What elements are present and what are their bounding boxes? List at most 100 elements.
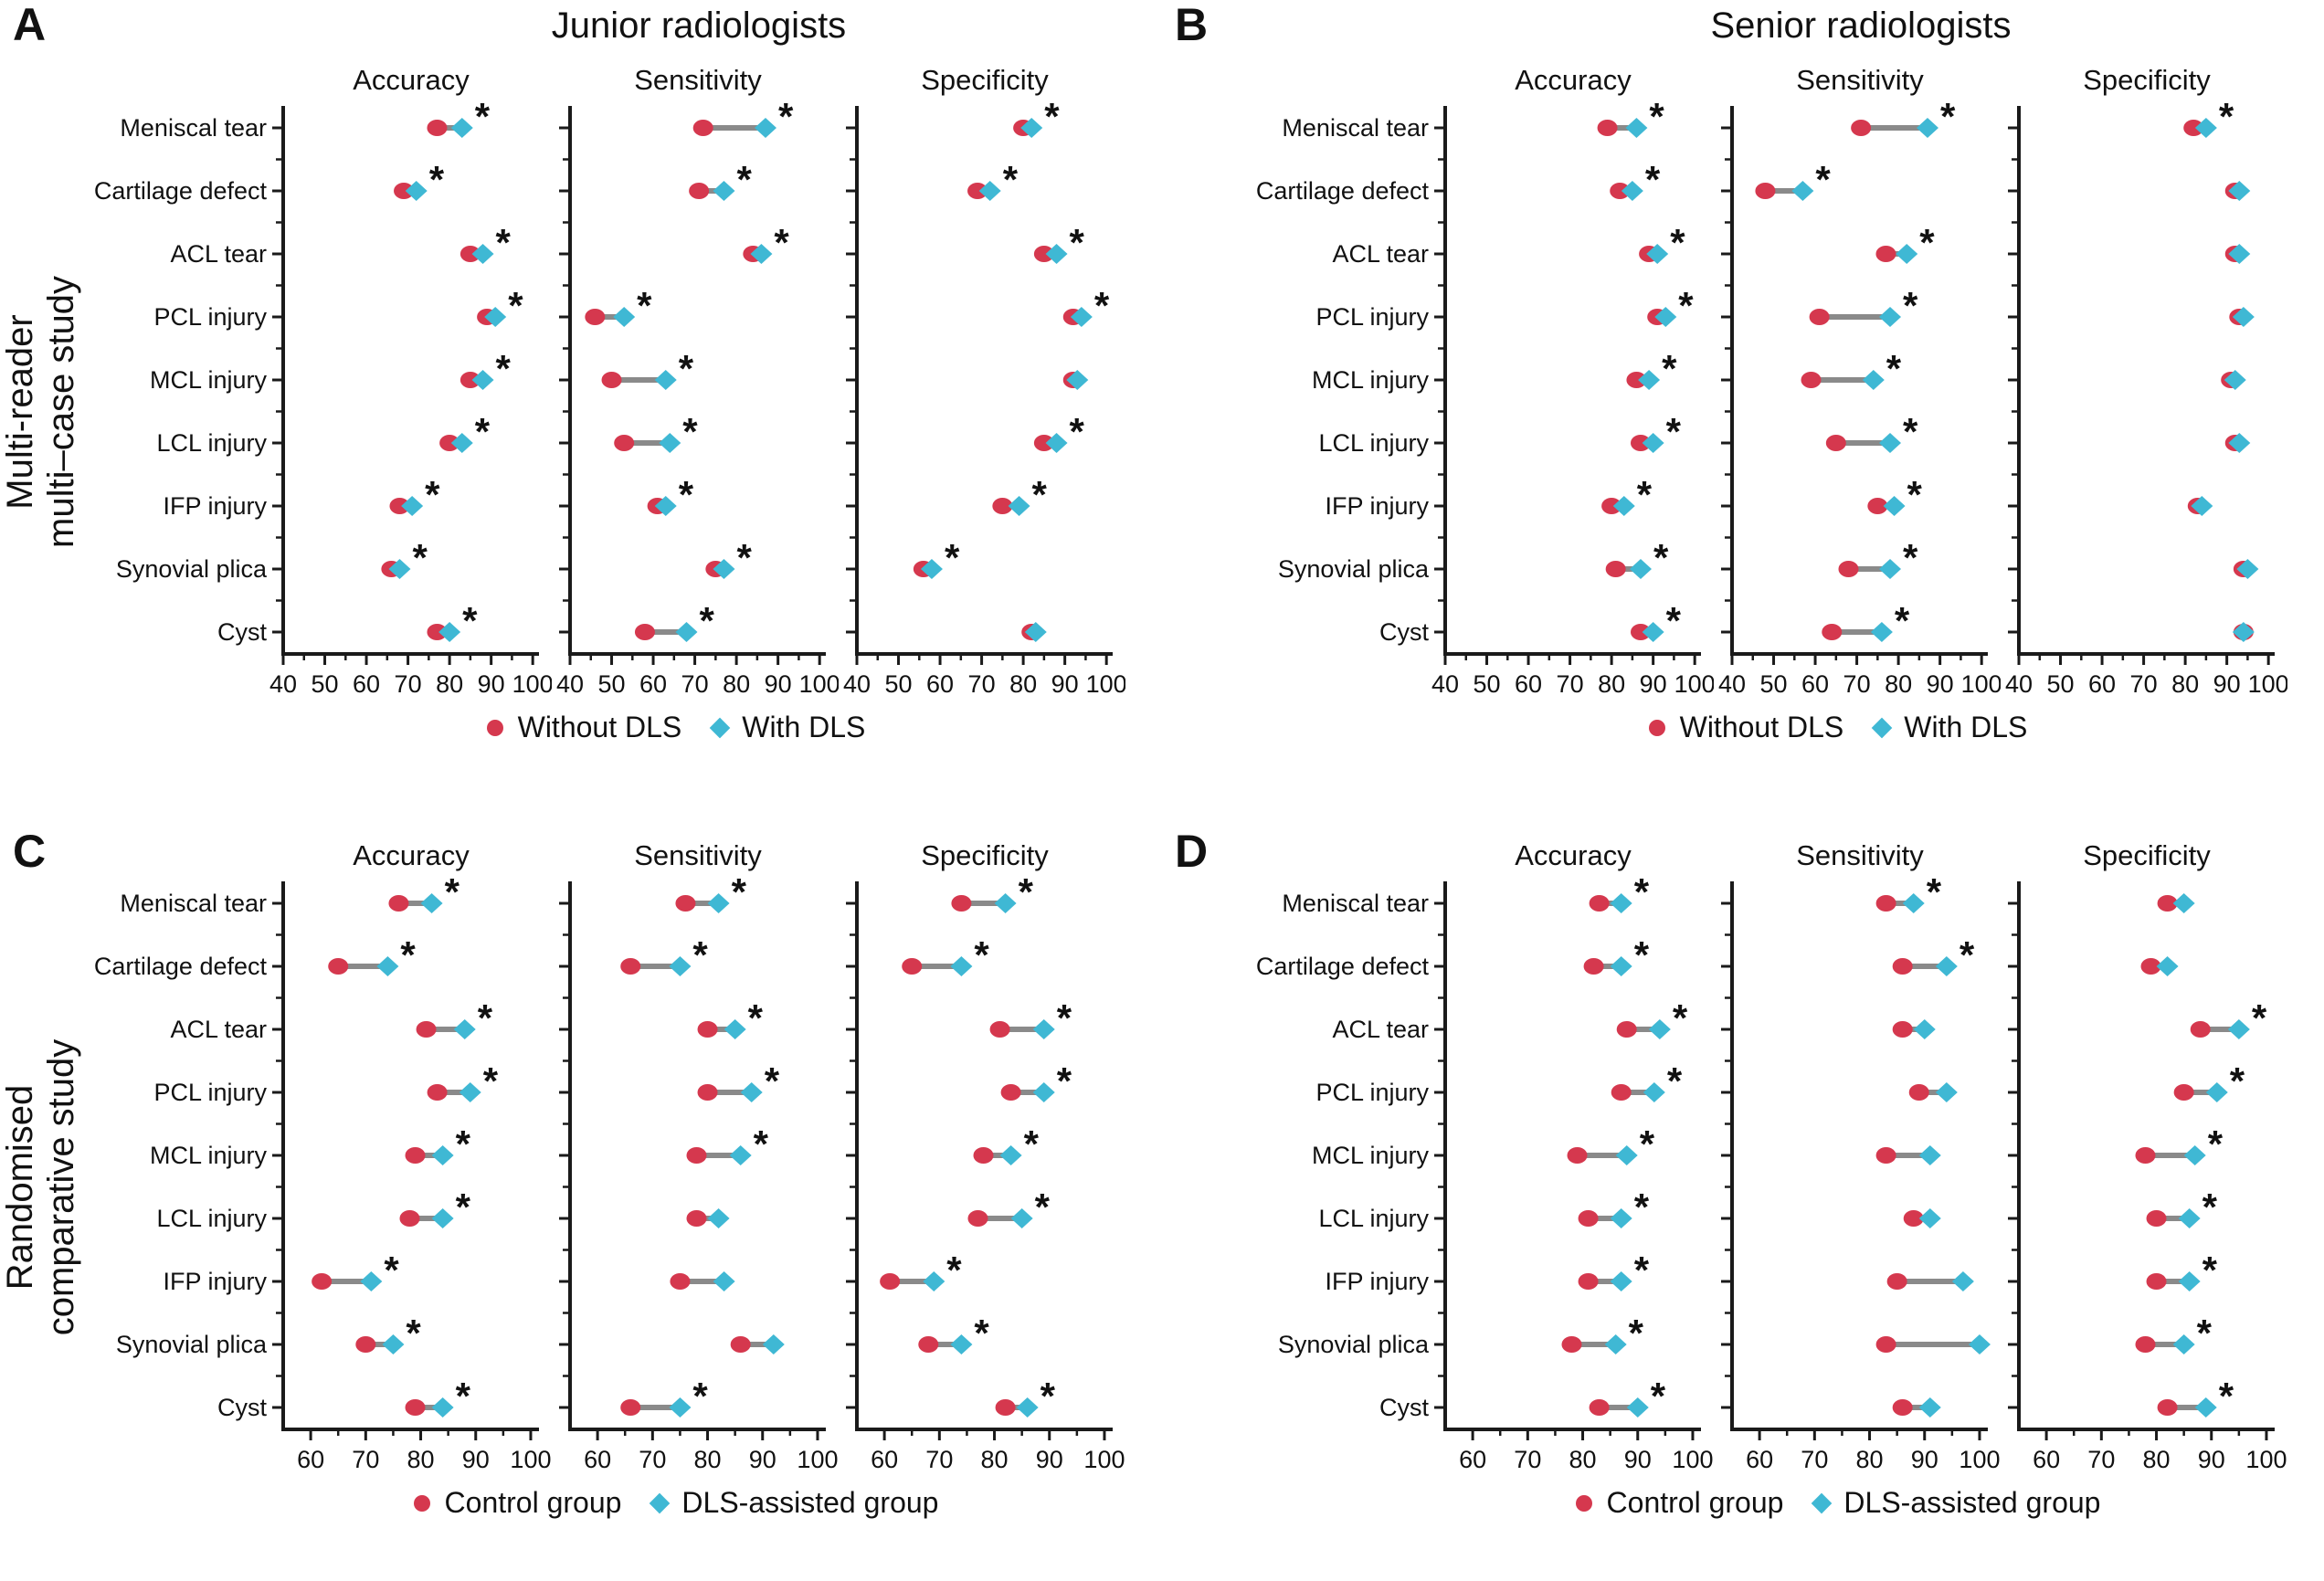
- dumbbell-cartilage-defect: *: [1755, 158, 1831, 201]
- dumbbell-meniscal-tear: *: [692, 95, 794, 138]
- category-label: Cartilage defect: [94, 177, 268, 205]
- blue-diamond-marker: [1066, 370, 1089, 390]
- category-label: Cartilage defect: [1256, 177, 1430, 205]
- blue-diamond-marker: [405, 181, 428, 201]
- blue-diamond-marker: [1615, 1145, 1638, 1165]
- category-label: ACL tear: [1332, 1016, 1429, 1043]
- blue-diamond-marker: [659, 433, 681, 453]
- blue-diamond-marker: [1896, 244, 1918, 264]
- blue-diamond-marker-icon: [650, 1492, 671, 1513]
- blue-diamond-marker: [1642, 433, 1664, 453]
- dumbbell-cyst: [2232, 622, 2255, 642]
- dumbbell-lcl-injury: [1903, 1208, 1941, 1228]
- x-tick-label: 80: [407, 1446, 435, 1473]
- red-circle-marker: [1611, 1084, 1632, 1101]
- red-circle-marker: [951, 895, 972, 912]
- legend-item-dls-assisted-group: DLS-assisted group: [650, 1486, 938, 1520]
- category-label: Meniscal tear: [120, 890, 267, 917]
- dumbbell-meniscal-tear: *: [675, 870, 747, 913]
- red-circle-marker: [675, 895, 696, 912]
- x-tick-label: 60: [1746, 1446, 1773, 1473]
- axes: 40 50 60 70 80 90 100 Meniscal tear Cartilage de…: [94, 106, 552, 698]
- axes: 60 70 80 90 100: [559, 881, 838, 1473]
- red-circle-marker: [918, 1336, 939, 1353]
- significance-asterisk: *: [2203, 1186, 2218, 1228]
- red-circle-marker: [1875, 895, 1896, 912]
- red-circle-marker: [880, 1273, 901, 1290]
- legend-label: Without DLS: [517, 711, 682, 743]
- x-tick-label: 70: [925, 1446, 953, 1473]
- x-tick-label: 70: [2087, 1446, 2115, 1473]
- significance-asterisk: *: [445, 870, 460, 913]
- blue-diamond-marker: [1879, 307, 1902, 327]
- significance-asterisk: *: [748, 996, 764, 1039]
- dumbbell-acl-tear: *: [460, 221, 512, 264]
- significance-asterisk: *: [400, 933, 416, 976]
- subplot-title: Specificity: [2083, 839, 2211, 871]
- significance-asterisk: *: [483, 1059, 499, 1102]
- dumbbell-lcl-injury: *: [399, 1186, 471, 1228]
- dumbbell-lcl-injury: [686, 1208, 730, 1228]
- blue-diamond-marker: [1610, 1208, 1632, 1228]
- dumbbell-lcl-injury: *: [439, 410, 491, 453]
- legend-item-control-group: Control group: [1575, 1486, 1783, 1520]
- x-tick-label: 50: [1474, 670, 1501, 698]
- legend-label: Control group: [444, 1486, 622, 1519]
- blue-diamond-marker: [1916, 118, 1938, 138]
- blue-diamond-marker: [1032, 1019, 1055, 1039]
- category-label: MCL injury: [1312, 1142, 1430, 1169]
- x-tick-label: 60: [871, 1446, 898, 1473]
- significance-asterisk: *: [778, 95, 794, 138]
- legend-item-with-dls: With DLS: [1871, 711, 2027, 744]
- axes: 60 70 80 90 100: [1721, 881, 2000, 1473]
- x-tick-label: 80: [1856, 1446, 1884, 1473]
- blue-diamond-marker: [1968, 1334, 1991, 1354]
- significance-asterisk: *: [496, 347, 512, 390]
- x-tick-label: 70: [395, 670, 422, 698]
- red-circle-marker: [1892, 1021, 1913, 1038]
- dumbbell-pcl-injury: *: [1000, 1059, 1072, 1102]
- significance-asterisk: *: [478, 996, 493, 1039]
- panel-a-title: Junior radiologists: [551, 5, 847, 46]
- category-label: IFP injury: [1325, 1268, 1429, 1295]
- x-tick-label: 60: [1515, 670, 1542, 698]
- x-tick-label: 40: [1718, 670, 1746, 698]
- category-label: Cartilage defect: [1256, 953, 1430, 980]
- dumbbell-acl-tear: *: [1639, 221, 1685, 264]
- x-tick-label: 50: [312, 670, 339, 698]
- blue-diamond-marker: [923, 1271, 945, 1291]
- dumbbell-meniscal-tear: *: [951, 870, 1034, 913]
- red-circle-marker: [405, 1147, 426, 1164]
- red-circle-marker: [1033, 435, 1054, 451]
- x-tick-label: 40: [556, 670, 584, 698]
- dumbbell-cyst: *: [1589, 1375, 1666, 1418]
- red-circle-marker: [1801, 372, 1822, 388]
- significance-asterisk: *: [1895, 599, 1910, 642]
- x-tick-label: 90: [462, 1446, 490, 1473]
- significance-asterisk: *: [1645, 158, 1661, 201]
- subplot-title: Specificity: [921, 64, 1049, 96]
- significance-asterisk: *: [1919, 221, 1935, 264]
- red-circle-marker: [355, 1336, 376, 1353]
- red-circle-marker: [1597, 120, 1618, 136]
- dumbbell-ifp-injury: *: [1867, 473, 1923, 516]
- blue-diamond-marker: [1629, 559, 1652, 579]
- dumbbell-mcl-injury: *: [601, 347, 694, 390]
- dumbbell-cartilage-defect: *: [689, 158, 752, 201]
- blue-diamond-marker: [1045, 244, 1068, 264]
- blue-diamond-marker: [1902, 893, 1925, 913]
- x-tick-label: 100: [1086, 670, 1125, 698]
- dumbbell-synovial-plica: [730, 1334, 785, 1354]
- row-label-gutter-empty: [1162, 836, 1253, 1475]
- dumbbell-cartilage-defect: *: [328, 933, 416, 976]
- row-label-line2: comparative study: [40, 1038, 81, 1336]
- dumbbell-cyst: [1892, 1397, 1941, 1418]
- red-circle-marker: [620, 958, 641, 975]
- subplot-a-sensitivity-chart: Sensitivity 40 50 60 70 80 90 100 * * * * * * * * *: [556, 64, 839, 698]
- red-circle-marker: [1578, 1273, 1599, 1290]
- x-tick-label: 90: [1036, 1446, 1063, 1473]
- subplot-title: Sensitivity: [634, 64, 762, 96]
- x-tick-label: 90: [2198, 1446, 2225, 1473]
- significance-asterisk: *: [945, 536, 960, 579]
- dumbbell-synovial-plica: *: [381, 536, 428, 579]
